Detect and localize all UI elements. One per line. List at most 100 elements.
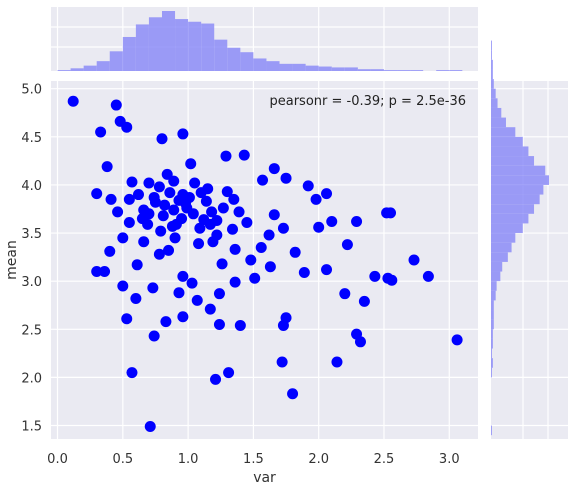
y-hist-bar [491,156,535,166]
scatter-point [159,199,171,211]
y-tick-label: 4.0 [21,179,42,194]
y-hist-bar [491,242,512,253]
y-hist-bar [491,98,498,108]
x-hist-bar [148,17,162,72]
scatter-point [206,206,218,218]
scatter-point [177,270,189,282]
y-tick-label: 2.5 [21,323,42,338]
scatter-point [117,280,129,292]
x-tick-label: 0.0 [47,452,68,467]
y-hist-bar [491,136,523,147]
scatter-point [277,222,289,234]
scatter-point [386,274,398,286]
top-marginal-histogram [51,7,478,72]
y-hist-bar [491,310,494,320]
scatter-point [112,206,124,218]
y-hist-bar [491,425,492,436]
scatter-point [187,208,199,220]
x-hist-bar [410,70,424,71]
scatter-point [264,261,276,273]
x-hist-bar [201,23,215,71]
y-hist-bar [491,146,529,157]
scatter-point [385,207,397,219]
x-hist-bar [96,61,110,71]
scatter-point [91,188,103,200]
y-tick-labels: 1.5 2.0 2.5 3.0 3.5 4.0 4.5 5.0 [21,83,42,435]
y-hist-bar [491,40,492,51]
scatter-point [358,295,370,307]
x-hist-bar [305,65,319,71]
y-hist-bar [491,290,496,301]
y-hist-bar [491,88,496,99]
scatter-point [191,294,203,306]
x-hist-bar [83,65,97,71]
scatter-point [91,266,103,278]
x-tick-label: 1.0 [178,452,199,467]
x-hist-bar [318,66,332,71]
y-hist-bar [491,165,546,176]
scatter-point [153,181,165,193]
scatter-point [302,180,314,192]
x-tick-label: 0.5 [112,452,133,467]
y-hist-bar [491,367,492,378]
x-hist-bar [357,69,371,71]
right-marginal-histogram [491,40,568,439]
scatter-point [195,187,207,199]
y-hist-bar [491,175,549,185]
scatter-point [210,373,222,385]
scatter-point [173,287,185,299]
scatter-point [289,246,301,258]
scatter-point [223,367,235,379]
scatter-point [155,225,167,237]
scatter-point [313,221,325,233]
scatter-point [173,194,185,206]
x-hist-bar [122,36,136,71]
scatter-point [194,222,206,234]
y-hist-bar [491,127,516,137]
y-hist-bar [491,348,492,359]
scatter-point [148,191,160,203]
x-hist-bar [109,51,123,71]
x-hist-bar [135,24,149,71]
scatter-point [220,150,232,162]
scatter-point [121,121,133,133]
scatter-point [213,288,225,300]
x-hist-bar [161,11,176,71]
scatter-point [168,204,180,216]
scatter-point [351,328,363,340]
x-hist-bar [214,39,228,71]
x-hist-bar [240,52,254,71]
scatter-point [277,319,289,331]
scatter-point [99,266,111,278]
x-hist-bar [331,67,345,71]
x-hist-bar [383,70,398,71]
y-hist-bar [491,300,494,311]
scatter-point [185,158,197,170]
y-hist-bar [491,194,540,205]
y-hist-bar [491,358,493,368]
y-hist-bar [491,261,503,272]
scatter-point [95,126,107,138]
scatter-point [422,270,434,282]
y-hist-bar [491,281,497,291]
scatter-point [157,210,169,222]
scatter-point [255,241,267,253]
scatter-point [126,176,138,188]
scatter-point [276,356,288,368]
scatter-point [110,99,122,111]
scatter-point [126,367,138,379]
scatter-point [310,193,322,205]
y-hist-bar [491,319,494,330]
scatter-point [339,288,351,300]
scatter-point [229,243,241,255]
scatter-point [234,319,246,331]
x-tick-label: 2.0 [308,452,329,467]
y-hist-bar [491,271,501,282]
y-hist-bar [491,329,493,339]
scatter-plot-area: pearsonr = -0.39; p = 2.5e-36 [51,81,478,439]
y-tick-label: 2.0 [21,371,42,386]
y-hist-bar [491,59,493,70]
x-hist-bar [266,61,280,71]
y-hist-bar [491,79,494,89]
x-tick-labels: 0.0 0.5 1.0 1.5 2.0 2.5 3.0 [47,452,459,467]
